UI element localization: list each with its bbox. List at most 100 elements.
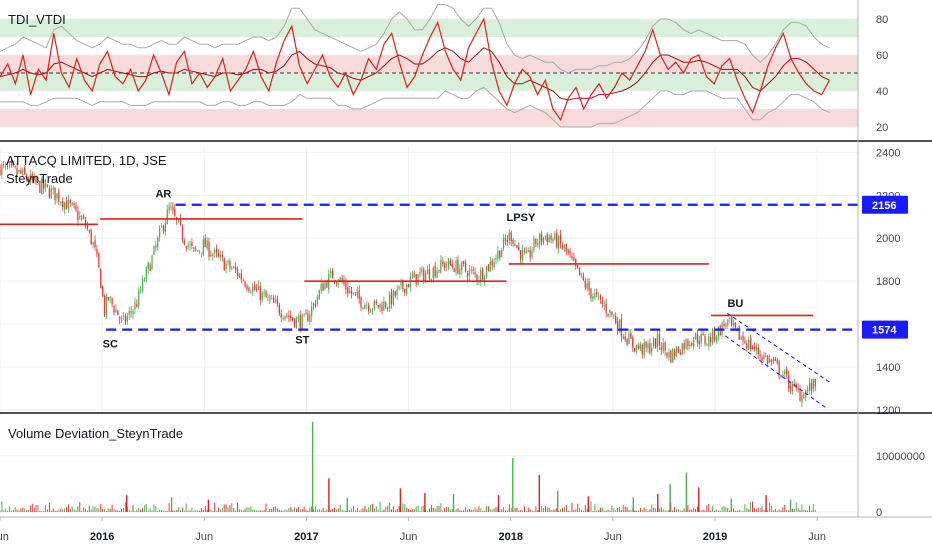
candle-body-202 bbox=[383, 301, 385, 311]
candle-body-361 bbox=[685, 339, 687, 349]
price-title: ATTACQ LIMITED, 1D, JSE bbox=[6, 153, 167, 168]
price-tick-1: 1400 bbox=[876, 362, 900, 374]
candle-body-192 bbox=[364, 305, 366, 310]
volume-tick-0: 0 bbox=[876, 507, 882, 519]
time-tick-2: Jun bbox=[195, 531, 213, 543]
candle-body-126 bbox=[238, 274, 241, 278]
candle-body-411 bbox=[780, 374, 782, 378]
indicator-tick-2: 60 bbox=[876, 50, 888, 62]
price-tick-4: 2000 bbox=[876, 233, 900, 245]
candle-body-397 bbox=[753, 347, 756, 350]
candle-body-52 bbox=[98, 252, 100, 268]
candle-body-271 bbox=[514, 243, 516, 247]
level-badge-1 bbox=[862, 320, 908, 339]
candle-body-214 bbox=[406, 284, 408, 294]
candle-body-221 bbox=[419, 272, 421, 274]
candle-body-120 bbox=[227, 260, 229, 263]
candle-body-420 bbox=[797, 388, 799, 390]
candle-body-234 bbox=[444, 263, 446, 268]
candle-body-338 bbox=[641, 344, 643, 354]
candle-body-20 bbox=[37, 180, 39, 182]
candle-body-15 bbox=[27, 179, 30, 182]
candle-body-235 bbox=[445, 265, 448, 267]
candle-body-255 bbox=[483, 277, 486, 281]
candle-body-131 bbox=[248, 287, 250, 292]
candle-body-148 bbox=[280, 313, 282, 318]
candle-body-231 bbox=[438, 270, 440, 271]
candle-body-100 bbox=[189, 244, 191, 246]
candle-body-330 bbox=[626, 339, 628, 345]
candle-body-180 bbox=[341, 278, 343, 282]
candle-body-279 bbox=[529, 249, 531, 258]
candle-body-223 bbox=[423, 269, 425, 282]
candle-body-113 bbox=[214, 250, 216, 254]
candle-body-366 bbox=[694, 332, 697, 339]
candle-body-370 bbox=[702, 334, 704, 335]
candle-body-269 bbox=[510, 232, 512, 241]
candle-body-108 bbox=[204, 238, 206, 248]
candle-body-389 bbox=[738, 326, 740, 340]
candle-body-329 bbox=[624, 336, 626, 340]
indicator-pane[interactable]: TDI_VTDI 20 40 60 80 bbox=[0, 4, 888, 134]
candle-body-398 bbox=[755, 346, 757, 351]
indicator-band-3 bbox=[0, 109, 858, 127]
candle-body-291 bbox=[552, 239, 554, 242]
candle-body-156 bbox=[295, 317, 298, 329]
candle-body-261 bbox=[495, 257, 497, 261]
candle-body-290 bbox=[550, 235, 552, 240]
candle-body-310 bbox=[588, 281, 590, 291]
candle-body-354 bbox=[672, 349, 674, 363]
candle-body-28 bbox=[52, 187, 54, 190]
candle-body-2 bbox=[3, 164, 5, 166]
candle-body-281 bbox=[533, 238, 535, 251]
candle-body-345 bbox=[654, 338, 657, 349]
candle-body-76 bbox=[143, 280, 146, 282]
candle-body-297 bbox=[563, 245, 565, 249]
candle-body-125 bbox=[236, 269, 239, 276]
indicator-tick-1: 40 bbox=[876, 86, 888, 98]
candle-body-238 bbox=[451, 264, 453, 268]
candle-body-232 bbox=[440, 259, 442, 273]
candle-body-236 bbox=[447, 259, 450, 268]
volume-pane[interactable]: Volume Deviation_SteynTrade 0 10000000 bbox=[0, 422, 925, 519]
candle-body-196 bbox=[371, 309, 374, 310]
candle-body-415 bbox=[788, 376, 790, 389]
candle-body-79 bbox=[149, 264, 151, 271]
candle-body-23 bbox=[43, 179, 45, 189]
candle-body-394 bbox=[748, 339, 750, 350]
candle-body-94 bbox=[178, 220, 180, 222]
candle-body-19 bbox=[35, 177, 37, 183]
candle-body-66 bbox=[124, 316, 127, 323]
pane-separators bbox=[0, 0, 932, 517]
candle-body-351 bbox=[666, 352, 668, 357]
candle-body-158 bbox=[299, 315, 301, 329]
indicator-tick-0: 20 bbox=[876, 122, 888, 134]
candle-body-91 bbox=[172, 207, 174, 211]
candle-body-166 bbox=[314, 303, 317, 306]
time-axis[interactable]: Jun 2016 Jun 2017 Jun 2018 Jun 2019 Jun bbox=[0, 516, 932, 543]
candle-body-425 bbox=[807, 389, 809, 392]
candle-body-337 bbox=[639, 343, 641, 349]
price-tick-0: 1200 bbox=[876, 405, 900, 417]
candle-body-375 bbox=[712, 328, 714, 343]
candle-body-333 bbox=[632, 337, 634, 348]
indicator-series-2 bbox=[0, 4, 830, 74]
candle-body-278 bbox=[527, 250, 529, 252]
candle-body-311 bbox=[590, 288, 592, 298]
candle-body-224 bbox=[425, 273, 427, 281]
candle-body-225 bbox=[426, 269, 429, 275]
candle-body-220 bbox=[417, 274, 419, 286]
candle-body-204 bbox=[387, 307, 389, 310]
candle-body-372 bbox=[706, 344, 708, 346]
candle-body-226 bbox=[428, 269, 431, 280]
candle-body-355 bbox=[674, 350, 676, 357]
candle-body-299 bbox=[567, 250, 569, 253]
candle-body-111 bbox=[210, 255, 212, 256]
candle-body-250 bbox=[474, 272, 476, 274]
candle-body-1 bbox=[1, 164, 3, 175]
candle-body-142 bbox=[269, 298, 271, 300]
price-pane[interactable]: AR SC ST LPSY BU ATTACQ LIMITED, 1D, JSE Ste… bbox=[0, 146, 908, 417]
candle-body-348 bbox=[660, 347, 662, 350]
candle-body-12 bbox=[22, 169, 24, 176]
